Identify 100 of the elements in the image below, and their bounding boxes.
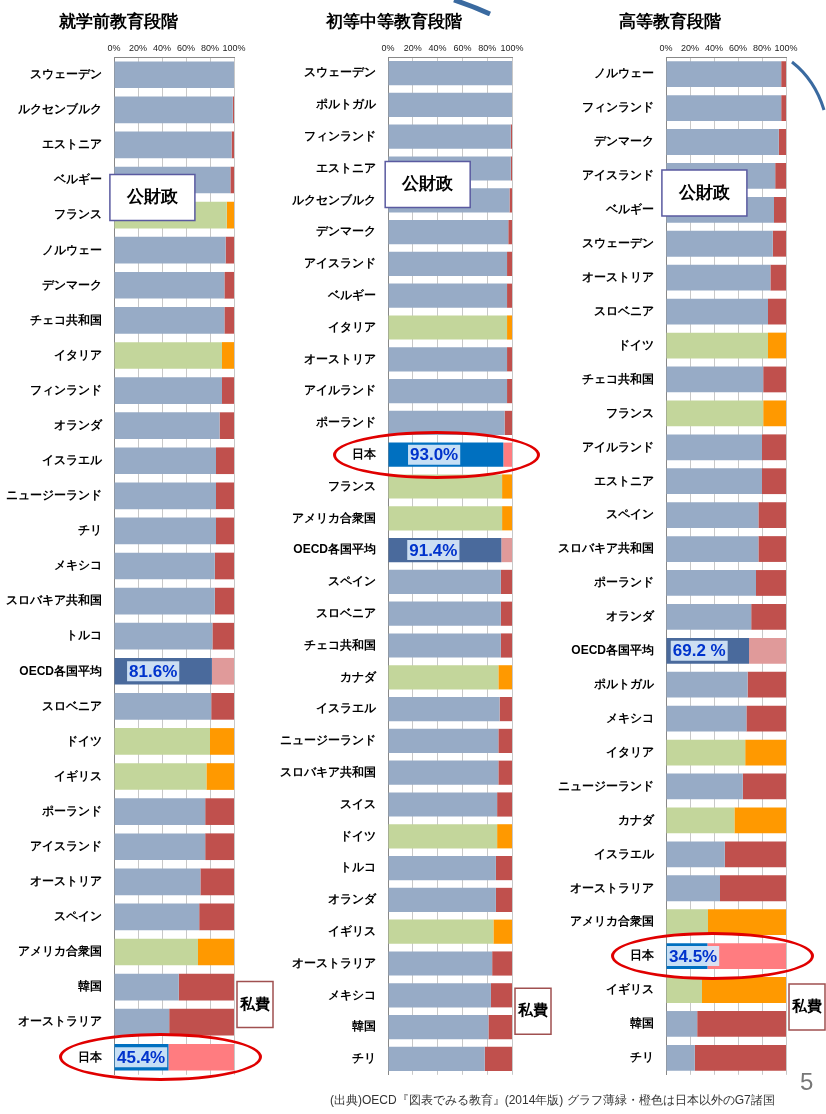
x-tick-label: 0% — [107, 43, 121, 54]
y-tick-label: フィンランド — [30, 382, 102, 397]
y-tick-label: ドイツ — [66, 733, 102, 748]
y-tick-label: ポーランド — [315, 415, 376, 430]
y-tick-label: スペイン — [54, 909, 102, 924]
y-tick-label: イスラエル — [42, 453, 103, 468]
y-tick-label: ベルギー — [605, 202, 654, 217]
y-tick-label: デンマーク — [42, 277, 102, 292]
y-tick-label: イタリア — [54, 347, 102, 362]
chart-title: 高等教育段階 — [619, 10, 722, 31]
y-tick-label: チリ — [630, 1050, 654, 1065]
chart-title: 初等中等教育段階 — [325, 10, 463, 31]
y-tick-label: OECD各国平均 — [19, 663, 102, 678]
x-tick-label: 60% — [176, 43, 196, 54]
data-label: 91.4% — [409, 540, 458, 560]
x-tick-label: 60% — [728, 43, 748, 54]
y-tick-label: スロベニア — [42, 698, 102, 713]
y-tick-label: オーストリア — [304, 351, 376, 366]
y-tick-label: イスラエル — [594, 846, 655, 861]
y-tick-label: 日本 — [630, 948, 655, 963]
y-tick-label: チェコ共和国 — [582, 371, 654, 386]
y-tick-label: フィンランド — [582, 100, 654, 115]
x-tick-label: 100% — [774, 43, 798, 54]
y-tick-label: フランス — [328, 478, 376, 493]
y-tick-label: ドイツ — [340, 828, 376, 843]
y-tick-label: イギリス — [328, 924, 376, 939]
y-tick-label: アイスランド — [582, 168, 654, 183]
x-tick-label: 0% — [381, 43, 395, 54]
y-tick-label: オランダ — [54, 417, 103, 432]
x-tick-label: 40% — [704, 43, 724, 54]
y-tick-label: スロベニア — [316, 606, 376, 621]
text: 5 — [800, 1068, 814, 1096]
x-tick-label: 80% — [478, 43, 497, 54]
y-tick-label: イタリア — [606, 744, 654, 759]
series-label: 私費 — [791, 997, 822, 1015]
y-tick-label: ノルウェー — [42, 242, 102, 257]
y-tick-label: ポーランド — [593, 575, 654, 590]
y-tick-label: チェコ共和国 — [30, 312, 102, 327]
y-tick-label: アイスランド — [30, 839, 102, 854]
data-label: 45.4% — [117, 1047, 166, 1067]
y-tick-label: ルクセンブルク — [17, 102, 102, 117]
series-label: 公財政 — [677, 182, 731, 202]
y-tick-label: デンマーク — [594, 134, 654, 149]
chart-title: 就学前教育段階 — [57, 10, 179, 31]
x-tick-label: 40% — [428, 43, 447, 54]
y-tick-label: アイスランド — [304, 256, 376, 271]
x-tick-label: 100% — [222, 43, 246, 54]
y-tick-label: 韓国 — [78, 979, 102, 994]
y-tick-label: 韓国 — [352, 1019, 376, 1034]
y-tick-label: OECD各国平均 — [293, 542, 376, 557]
x-tick-label: 20% — [680, 43, 700, 54]
data-label: 81.6% — [129, 661, 178, 681]
y-tick-label: アメリカ合衆国 — [18, 944, 102, 959]
data-label: 69.2 % — [672, 641, 726, 661]
y-tick-label: オーストラリア — [18, 1014, 102, 1029]
y-tick-label: ポルトガル — [315, 97, 377, 112]
y-tick-label: メキシコ — [54, 558, 102, 573]
y-tick-label: スロバキア共和国 — [6, 593, 102, 608]
y-tick-label: アメリカ合衆国 — [570, 914, 654, 929]
series-label: 私費 — [517, 1001, 548, 1019]
y-tick-label: ニュージーランド — [280, 733, 376, 748]
y-tick-label: オランダ — [606, 609, 655, 624]
y-tick-label: イギリス — [606, 982, 654, 997]
y-tick-label: カナダ — [340, 669, 377, 684]
x-tick-label: 80% — [752, 43, 772, 54]
y-tick-label: オランダ — [328, 892, 377, 907]
y-tick-label: スイス — [340, 796, 376, 811]
y-tick-label: トルコ — [66, 628, 102, 643]
y-tick-label: ドイツ — [618, 337, 654, 352]
y-tick-label: ノルウェー — [594, 66, 654, 81]
y-tick-label: エストニア — [42, 137, 102, 152]
y-tick-label: フランス — [606, 405, 654, 420]
y-tick-label: オーストラリア — [292, 955, 376, 970]
y-tick-label: フランス — [54, 207, 102, 222]
y-tick-label: スロバキア共和国 — [280, 765, 376, 780]
x-tick-label: 80% — [200, 43, 220, 54]
y-tick-label: チリ — [78, 523, 102, 538]
y-tick-label: ニュージーランド — [558, 778, 654, 793]
series-label: 公財政 — [125, 187, 179, 207]
x-tick-label: 40% — [152, 43, 172, 54]
text: (出典)OECD『図表でみる教育』(2014年版) グラフ薄緑・橙色は日本以外のG7諸国 — [330, 1092, 775, 1109]
y-tick-label: スウェーデン — [582, 236, 654, 251]
y-tick-label: メキシコ — [328, 987, 376, 1002]
y-tick-label: 日本 — [78, 1049, 103, 1064]
y-tick-label: チリ — [352, 1051, 376, 1066]
y-tick-label: エストニア — [594, 473, 654, 488]
y-tick-label: ポルトガル — [593, 677, 655, 692]
y-tick-label: イギリス — [54, 768, 102, 783]
x-tick-label: 20% — [403, 43, 422, 54]
y-tick-label: エストニア — [316, 160, 376, 175]
y-tick-label: デンマーク — [316, 224, 376, 239]
y-tick-label: OECD各国平均 — [571, 643, 654, 658]
x-tick-label: 100% — [500, 43, 524, 54]
series-label: 私費 — [239, 994, 270, 1012]
y-tick-label: スロバキア共和国 — [558, 541, 654, 556]
y-tick-label: イタリア — [328, 319, 376, 334]
y-tick-label: ニュージーランド — [6, 488, 102, 503]
y-tick-label: イスラエル — [316, 701, 377, 716]
series-label: 公財政 — [401, 174, 455, 194]
y-tick-label: スウェーデン — [30, 67, 102, 82]
